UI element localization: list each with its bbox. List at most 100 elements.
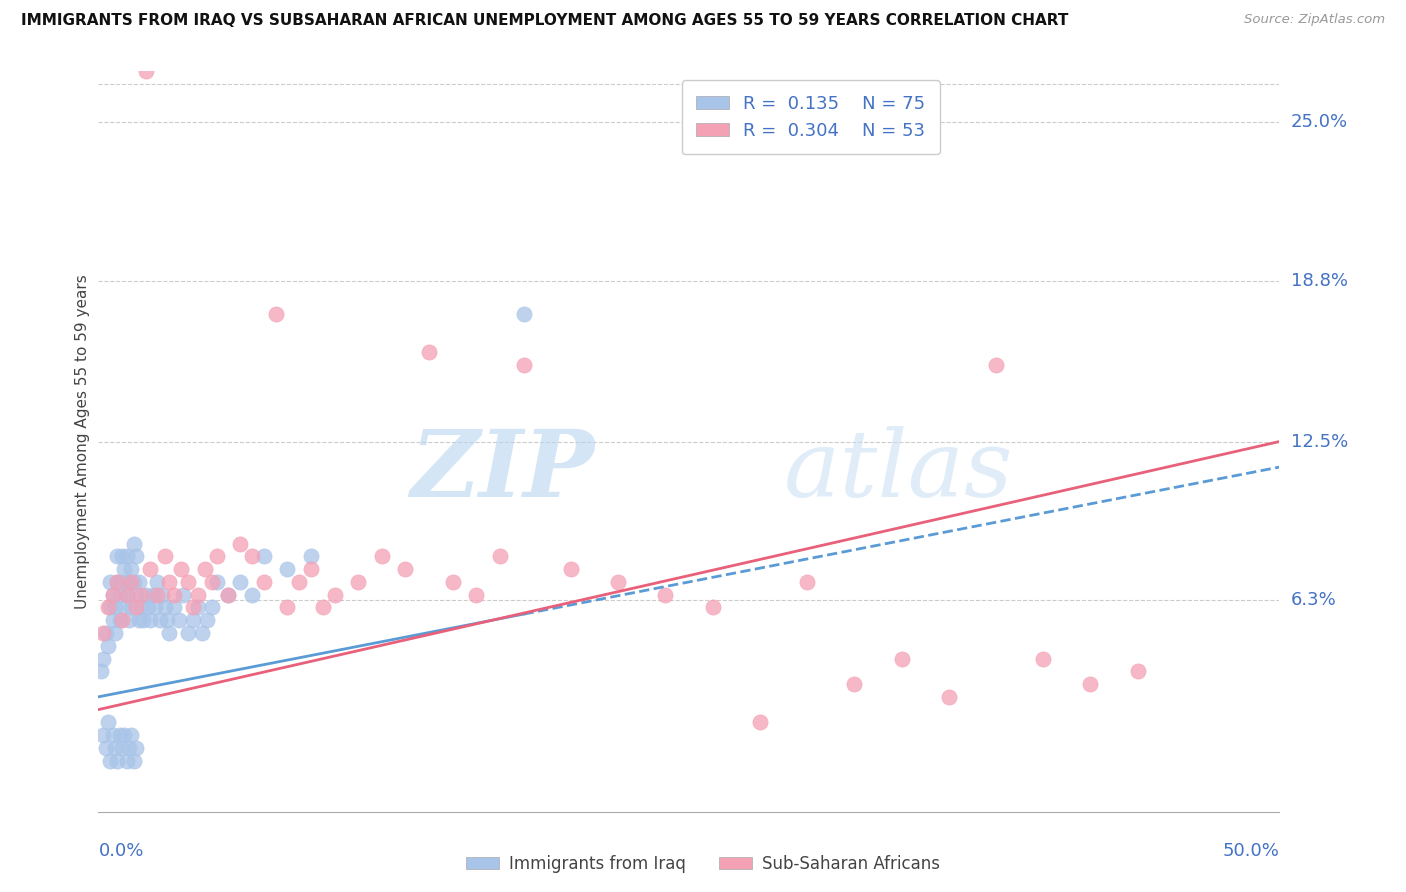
Point bbox=[149, 613, 172, 627]
Point bbox=[170, 562, 193, 576]
Point bbox=[465, 588, 488, 602]
Point bbox=[1126, 665, 1149, 679]
Point bbox=[1032, 651, 1054, 665]
Point bbox=[312, 600, 335, 615]
Point bbox=[205, 549, 228, 564]
Point bbox=[441, 574, 464, 589]
Point bbox=[91, 651, 114, 665]
Point bbox=[299, 562, 322, 576]
Point bbox=[157, 626, 180, 640]
Point bbox=[187, 588, 209, 602]
Point bbox=[97, 600, 120, 615]
Point bbox=[101, 588, 124, 602]
Point bbox=[136, 600, 159, 615]
Point bbox=[418, 345, 440, 359]
Point bbox=[240, 549, 263, 564]
Point bbox=[217, 588, 239, 602]
Point bbox=[105, 574, 128, 589]
Point bbox=[97, 639, 120, 653]
Point bbox=[139, 562, 162, 576]
Point bbox=[125, 549, 148, 564]
Point bbox=[156, 613, 179, 627]
Point bbox=[194, 562, 217, 576]
Point bbox=[607, 574, 630, 589]
Point bbox=[125, 740, 148, 755]
Point bbox=[111, 740, 134, 755]
Text: Source: ZipAtlas.com: Source: ZipAtlas.com bbox=[1244, 13, 1385, 27]
Point bbox=[122, 574, 145, 589]
Point bbox=[104, 600, 127, 615]
Y-axis label: Unemployment Among Ages 55 to 59 years: Unemployment Among Ages 55 to 59 years bbox=[75, 274, 90, 609]
Point bbox=[104, 740, 127, 755]
Point bbox=[167, 613, 190, 627]
Point bbox=[195, 613, 218, 627]
Point bbox=[125, 588, 148, 602]
Point bbox=[205, 574, 228, 589]
Point bbox=[91, 626, 114, 640]
Point bbox=[104, 626, 127, 640]
Point bbox=[371, 549, 394, 564]
Point bbox=[163, 600, 186, 615]
Point bbox=[115, 588, 138, 602]
Point bbox=[347, 574, 370, 589]
Point bbox=[122, 536, 145, 550]
Point bbox=[938, 690, 960, 704]
Point bbox=[146, 574, 169, 589]
Point bbox=[187, 600, 209, 615]
Point bbox=[135, 588, 157, 602]
Point bbox=[177, 574, 200, 589]
Text: atlas: atlas bbox=[783, 426, 1012, 516]
Point bbox=[121, 600, 143, 615]
Point bbox=[90, 665, 112, 679]
Point bbox=[121, 728, 143, 742]
Point bbox=[984, 358, 1007, 372]
Point bbox=[153, 600, 176, 615]
Point bbox=[146, 588, 169, 602]
Point bbox=[796, 574, 818, 589]
Point bbox=[128, 574, 150, 589]
Point bbox=[844, 677, 866, 691]
Point bbox=[112, 728, 135, 742]
Point bbox=[512, 358, 534, 372]
Point bbox=[150, 588, 173, 602]
Point bbox=[157, 574, 180, 589]
Point bbox=[112, 600, 135, 615]
Text: 50.0%: 50.0% bbox=[1223, 842, 1279, 861]
Point bbox=[253, 549, 276, 564]
Point bbox=[276, 600, 298, 615]
Point bbox=[702, 600, 724, 615]
Point bbox=[105, 754, 128, 768]
Point bbox=[201, 600, 224, 615]
Point bbox=[118, 574, 141, 589]
Point bbox=[118, 613, 141, 627]
Point bbox=[121, 574, 143, 589]
Point bbox=[253, 574, 276, 589]
Point bbox=[191, 626, 214, 640]
Point bbox=[748, 715, 770, 730]
Point bbox=[153, 549, 176, 564]
Point bbox=[181, 613, 204, 627]
Point bbox=[264, 307, 287, 321]
Point bbox=[98, 754, 121, 768]
Point bbox=[108, 728, 131, 742]
Legend: Immigrants from Iraq, Sub-Saharan Africans: Immigrants from Iraq, Sub-Saharan Africa… bbox=[458, 848, 948, 880]
Point bbox=[135, 64, 157, 78]
Point bbox=[105, 574, 128, 589]
Point bbox=[132, 613, 155, 627]
Text: 6.3%: 6.3% bbox=[1291, 591, 1336, 609]
Point bbox=[98, 574, 121, 589]
Point bbox=[201, 574, 224, 589]
Point bbox=[142, 588, 165, 602]
Point bbox=[101, 588, 124, 602]
Point bbox=[489, 549, 512, 564]
Point bbox=[101, 728, 124, 742]
Point bbox=[143, 600, 166, 615]
Point bbox=[129, 588, 152, 602]
Point bbox=[115, 549, 138, 564]
Point bbox=[229, 574, 252, 589]
Point bbox=[98, 600, 121, 615]
Point bbox=[217, 588, 239, 602]
Text: 0.0%: 0.0% bbox=[98, 842, 143, 861]
Point bbox=[122, 754, 145, 768]
Point bbox=[163, 588, 186, 602]
